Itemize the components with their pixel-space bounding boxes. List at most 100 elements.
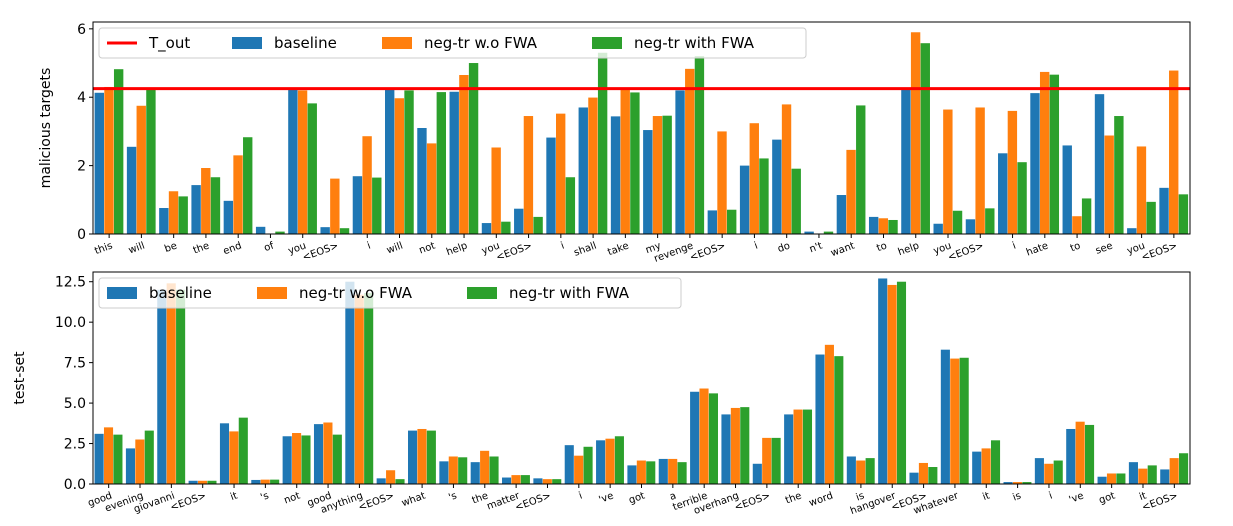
bar-neg_tr_wo_fwa-15 (574, 455, 584, 484)
x-tick-label: <EOS> (1141, 490, 1180, 513)
bar-neg_tr_with_fwa-13 (533, 216, 543, 234)
bar-neg_tr_wo_fwa-9 (386, 470, 396, 484)
bar-neg_tr_with_fwa-11 (468, 63, 479, 234)
bar-baseline-16 (610, 116, 621, 234)
bar-neg_tr_wo_fwa-13 (511, 475, 521, 484)
bar-neg_tr_wo_fwa-6 (297, 90, 308, 234)
legend-swatch (232, 37, 262, 49)
bar-neg_tr_with_fwa-27 (985, 208, 995, 234)
bar-neg_tr_with_fwa-9 (404, 90, 414, 234)
bar-baseline-8 (345, 281, 355, 484)
legend-label: neg-tr w.o FWA (424, 34, 538, 52)
y-tick-label: 12.5 (55, 275, 86, 291)
bar-baseline-32 (1097, 476, 1107, 484)
bar-neg_tr_wo_fwa-21 (781, 104, 792, 234)
bar-neg_tr_wo_fwa-16 (605, 438, 615, 484)
y-axis-label: malicious targets (38, 68, 54, 189)
bar-neg_tr_with_fwa-26 (928, 467, 938, 484)
bar-neg_tr_with_fwa-1 (146, 89, 156, 235)
bar-baseline-30 (1062, 145, 1072, 234)
x-tick-label: my (644, 240, 663, 256)
x-tick-label: help (897, 240, 921, 258)
bar-neg_tr_wo_fwa-11 (459, 75, 469, 234)
x-tick-label: i (1048, 490, 1054, 501)
x-tick-label: i (559, 240, 565, 251)
bar-neg_tr_wo_fwa-3 (198, 480, 208, 484)
bar-neg_tr_with_fwa-3 (210, 177, 221, 234)
bar-neg_tr_with_fwa-28 (990, 440, 1001, 484)
x-tick-label: hate (1025, 240, 1050, 258)
x-tick-label: of (263, 240, 276, 254)
bar-neg_tr_with_fwa-4 (238, 417, 248, 484)
bar-neg_tr_wo_fwa-20 (749, 123, 759, 234)
bar-neg_tr_with_fwa-18 (694, 56, 705, 234)
bar-baseline-9 (376, 478, 386, 484)
bar-neg_tr_wo_fwa-14 (556, 113, 566, 234)
bar-neg_tr_with_fwa-33 (1147, 465, 1157, 484)
bar-baseline-18 (658, 458, 668, 484)
bar-neg_tr_with_fwa-19 (727, 209, 737, 234)
bar-baseline-16 (596, 440, 606, 484)
bar-baseline-2 (159, 208, 169, 234)
bar-neg_tr_wo_fwa-34 (1169, 458, 1179, 484)
bar-baseline-26 (933, 223, 943, 234)
bar-neg_tr_with_fwa-21 (791, 168, 801, 234)
y-tick-label: 10.0 (55, 315, 86, 331)
bar-baseline-7 (320, 227, 330, 234)
x-tick-label: see (1094, 240, 1114, 256)
x-tick-label: the (784, 490, 803, 506)
bar-baseline-3 (188, 480, 198, 484)
legend-swatch (257, 287, 287, 299)
legend: baseline neg-tr w.o FWA neg-tr with FWA (98, 277, 682, 309)
x-tick-label: do (776, 240, 791, 255)
bar-baseline-8 (352, 176, 363, 234)
bar-neg_tr_wo_fwa-15 (588, 97, 598, 234)
bar-neg_tr_wo_fwa-30 (1072, 216, 1082, 234)
bar-baseline-5 (251, 479, 261, 484)
plot-frame (92, 21, 1191, 235)
bar-neg_tr_wo_fwa-9 (394, 98, 405, 234)
bar-baseline-34 (1160, 469, 1170, 484)
bar-neg_tr_with_fwa-31 (1085, 424, 1095, 484)
bar-neg_tr_wo_fwa-11 (448, 456, 458, 484)
x-tick-label: not (418, 240, 437, 256)
bar-neg_tr_wo_fwa-18 (668, 458, 678, 484)
bar-baseline-11 (449, 91, 459, 234)
bar-neg_tr_with_fwa-27 (959, 357, 969, 484)
x-tick-label: to (1069, 240, 1082, 254)
bar-baseline-19 (690, 391, 700, 484)
bar-neg_tr_with_fwa-8 (372, 177, 382, 234)
bar-neg_tr_with_fwa-12 (501, 221, 511, 234)
bar-baseline-19 (707, 210, 718, 234)
legend-swatch (467, 287, 497, 299)
x-tick-label: is (1011, 490, 1022, 503)
bar-baseline-10 (417, 128, 427, 234)
bar-neg_tr_wo_fwa-26 (943, 109, 953, 234)
x-tick-label: a (668, 490, 678, 502)
bar-baseline-29 (1003, 482, 1013, 484)
bar-baseline-12 (481, 223, 492, 234)
bar-neg_tr_with_fwa-19 (708, 393, 718, 484)
bar-neg_tr_wo_fwa-14 (542, 479, 552, 484)
bar-neg_tr_wo_fwa-28 (1007, 110, 1018, 234)
bar-neg_tr_wo_fwa-29 (1039, 71, 1050, 234)
x-tick-label: 's (447, 490, 458, 503)
x-tick-label: will (385, 240, 404, 256)
bar-neg_tr_with_fwa-25 (920, 43, 930, 235)
bar-neg_tr_wo_fwa-26 (918, 462, 928, 484)
legend-label: neg-tr with FWA (634, 34, 755, 52)
bar-neg_tr_wo_fwa-16 (620, 88, 630, 234)
x-tick-label: got (627, 490, 646, 506)
bar-baseline-4 (223, 200, 234, 234)
bar-neg_tr_wo_fwa-29 (1012, 482, 1023, 484)
bar-neg_tr_with_fwa-16 (614, 436, 624, 484)
x-tick-label: the (192, 240, 211, 256)
bar-baseline-1 (126, 146, 137, 234)
bar-baseline-7 (313, 424, 324, 484)
bar-baseline-9 (385, 88, 395, 234)
bar-neg_tr_wo_fwa-21 (762, 437, 772, 484)
bar-neg_tr_with_fwa-24 (865, 458, 875, 484)
bar-neg_tr_wo_fwa-2 (166, 283, 176, 484)
